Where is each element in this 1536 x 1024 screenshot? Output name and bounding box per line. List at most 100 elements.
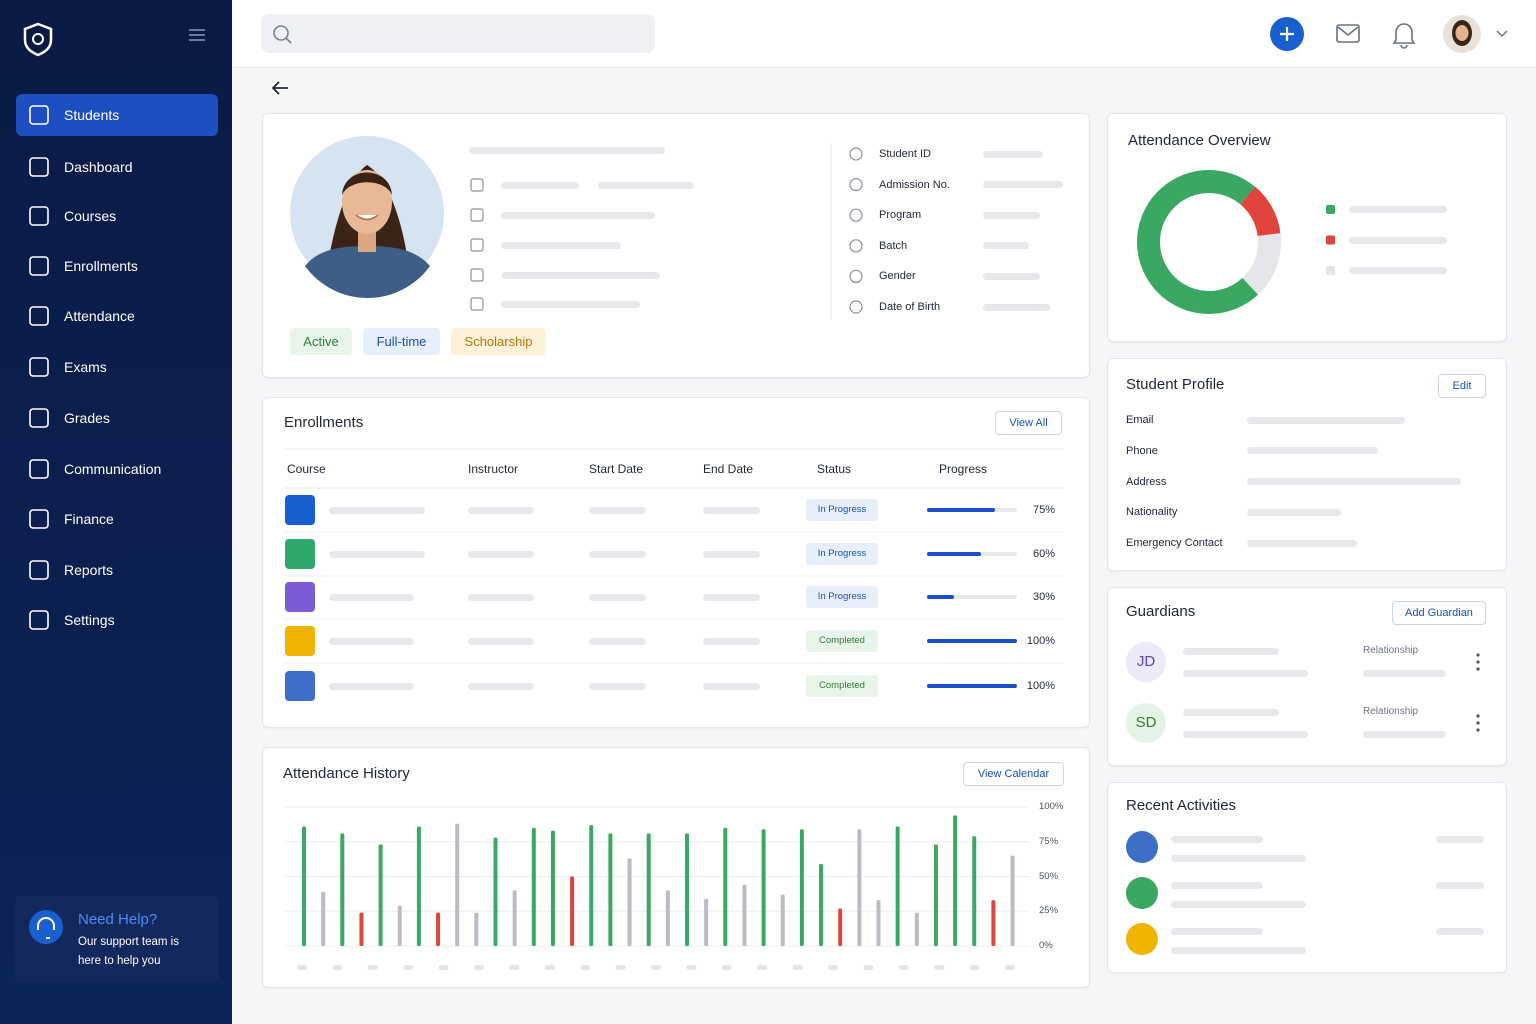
y-tick-label: 25% [1039,905,1059,917]
field-label: Program [879,209,922,222]
attendance-bar [857,829,862,946]
card-title: Enrollments [284,414,364,431]
placeholder [469,146,665,154]
nav-icon [29,560,49,580]
add-guardian-button[interactable]: Add Guardian [1392,601,1486,625]
menu-icon[interactable] [189,29,205,41]
attendance-bar [455,823,460,946]
placeholder [1436,835,1484,843]
view-all-button[interactable]: View All [995,411,1062,435]
attendance-bar [359,912,364,946]
placeholder [329,506,425,514]
status-badge: Completed [806,630,878,652]
bell-icon[interactable] [1392,23,1416,49]
progress-label: 100% [1026,635,1055,647]
x-label-placeholder [403,965,414,970]
x-label-placeholder [474,965,484,970]
activity-icon [1126,831,1158,863]
field-icon [849,239,863,253]
column-header: End Date [703,462,754,476]
edit-button[interactable]: Edit [1438,374,1486,398]
nav-icon [29,408,49,428]
field-label: Admission No. [879,178,950,191]
info-icon [470,238,484,252]
attendance-bar [838,908,843,946]
x-label-placeholder [1005,965,1015,970]
card-title: Attendance History [283,765,410,782]
field-label: Emergency Contact [1126,537,1223,550]
progress-fill [927,552,981,556]
status-badge: Completed [806,675,878,697]
search-icon-handle [285,37,292,44]
placeholder [1183,669,1308,677]
placeholder [703,682,760,690]
attendance-bar [512,890,517,946]
placeholder [468,637,534,645]
attendance-bar [531,827,536,946]
nav-item: Communication [64,461,162,477]
attendance-bar [876,900,881,946]
attendance-bar [953,815,958,946]
placeholder [598,181,694,189]
user-avatar-face [1455,25,1469,41]
attendance-history-card [262,747,1090,988]
logo-mark [32,33,44,45]
nav-item: Courses [64,208,117,224]
donut-segment [1137,170,1259,314]
field-icon [849,208,863,222]
view-calendar-button[interactable]: View Calendar [963,762,1064,786]
attendance-bar [799,829,804,946]
placeholder [501,241,621,249]
attendance-bar [1010,855,1015,946]
placeholder [501,271,660,279]
placeholder [589,593,646,601]
attendance-bar [723,827,728,946]
x-label-placeholder [580,965,591,970]
kebab-dot [1476,667,1480,671]
nav-active[interactable] [16,94,218,136]
field-icon [849,300,863,314]
placeholder [983,272,1040,280]
column-header: Status [817,462,852,476]
guardian-relationship: Relationship [1363,645,1419,656]
nav-icon [29,306,49,326]
guardian-avatar: SD [1126,703,1166,743]
placeholder [703,637,760,645]
card-title: Student Profile [1126,376,1225,393]
nav-item: Grades [64,410,110,426]
placeholder [329,593,414,601]
mail-icon[interactable] [1336,24,1360,43]
legend-dot [1326,235,1335,245]
search-box[interactable] [261,14,655,53]
x-label-placeholder [509,965,520,970]
status-badge: In Progress [806,586,878,608]
help-text: Our support team is here to help you [78,936,179,967]
x-label-placeholder [721,965,732,970]
attendance-bar [933,844,938,946]
placeholder [1183,730,1308,738]
back-arrow[interactable] [271,81,288,95]
attendance-bar [570,876,575,946]
legend-dot [1326,266,1335,275]
chevron[interactable] [1496,30,1508,38]
field-label: Phone [1126,444,1158,457]
placeholder [468,506,534,514]
placeholder [468,593,534,601]
nav-item: Finance [64,511,114,527]
placeholder [703,593,760,601]
placeholder [1349,267,1447,274]
nav-item: Enrollments [64,258,138,274]
placeholder [983,211,1040,219]
field-icon [849,269,863,283]
progress-label: 100% [1026,680,1055,692]
attendance-bar [474,912,479,946]
column-header: Start Date [589,462,644,476]
placeholder [329,682,414,690]
card-title: Attendance Overview [1128,132,1271,149]
progress-fill [927,684,1017,688]
x-label-placeholder [792,965,803,970]
placeholder [1349,236,1447,244]
kebab-dot [1476,728,1480,732]
